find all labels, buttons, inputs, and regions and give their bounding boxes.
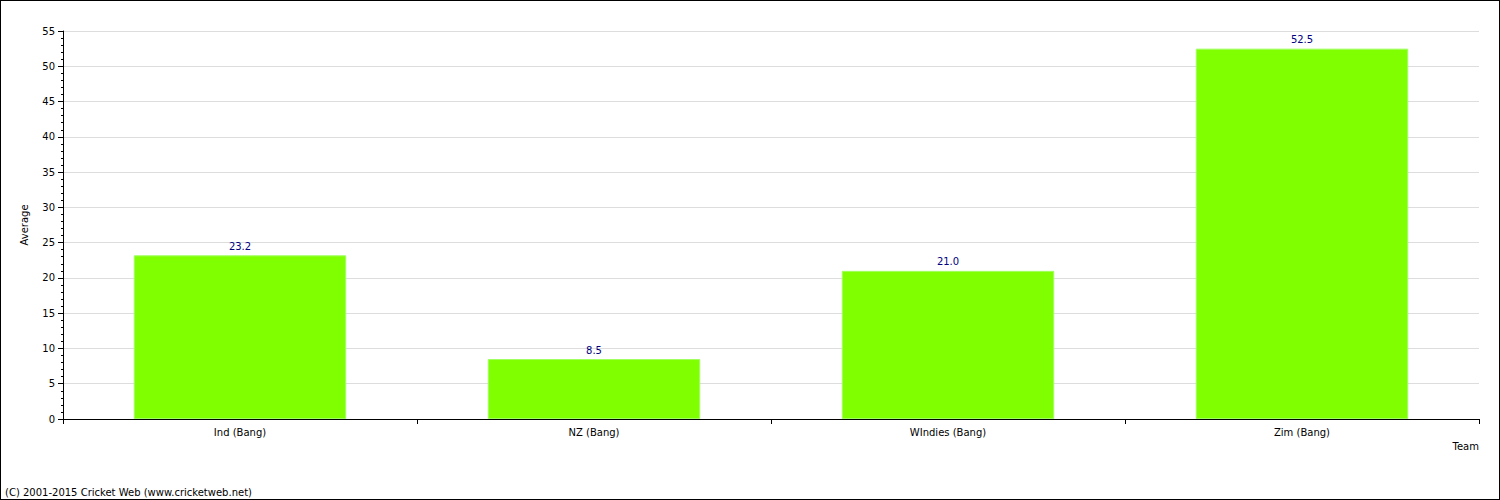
svg-text:Team: Team — [1452, 441, 1479, 452]
svg-text:10: 10 — [42, 343, 55, 354]
svg-text:55: 55 — [42, 26, 55, 37]
svg-text:8.5: 8.5 — [586, 345, 602, 356]
svg-text:50: 50 — [42, 61, 55, 72]
svg-text:45: 45 — [42, 96, 55, 107]
svg-text:30: 30 — [42, 202, 55, 213]
svg-text:20: 20 — [42, 272, 55, 283]
svg-text:NZ (Bang): NZ (Bang) — [569, 427, 620, 438]
svg-text:21.0: 21.0 — [937, 256, 959, 267]
svg-text:52.5: 52.5 — [1291, 34, 1313, 45]
svg-text:Average: Average — [19, 204, 30, 245]
svg-text:5: 5 — [49, 378, 55, 389]
svg-text:Ind (Bang): Ind (Bang) — [214, 427, 266, 438]
svg-text:15: 15 — [42, 308, 55, 319]
svg-text:25: 25 — [42, 237, 55, 248]
svg-text:23.2: 23.2 — [229, 241, 251, 252]
svg-text:40: 40 — [42, 131, 55, 142]
svg-text:(C) 2001-2015 Cricket Web (www: (C) 2001-2015 Cricket Web (www.cricketwe… — [5, 487, 252, 498]
svg-text:0: 0 — [49, 414, 55, 425]
svg-text:Zim (Bang): Zim (Bang) — [1274, 427, 1330, 438]
svg-text:WIndies (Bang): WIndies (Bang) — [910, 427, 986, 438]
svg-text:35: 35 — [42, 167, 55, 178]
